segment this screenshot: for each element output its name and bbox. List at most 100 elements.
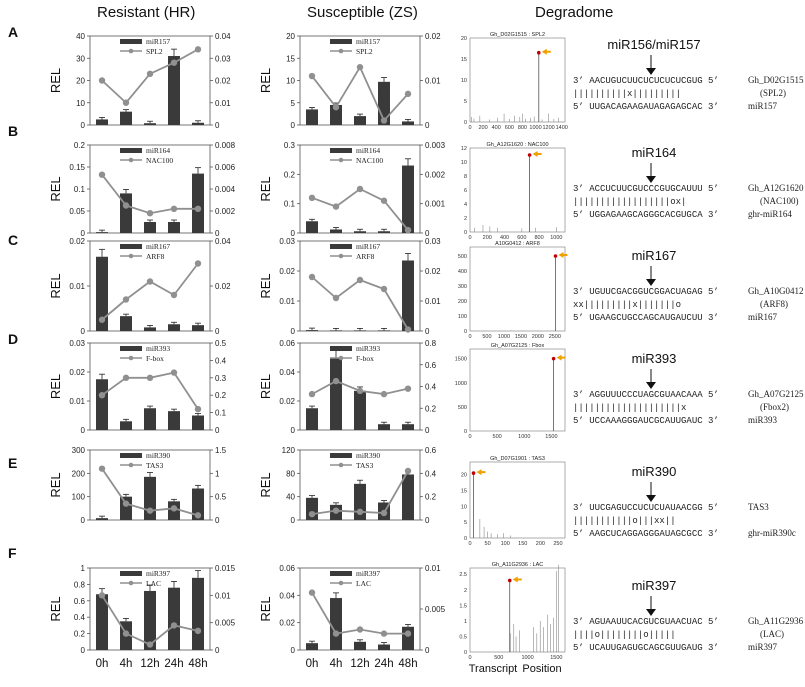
header-resistant: Resistant (HR) bbox=[97, 4, 196, 21]
ytick-label: 40 bbox=[286, 493, 295, 502]
degradome-ytick: 2 bbox=[464, 588, 467, 594]
degradome-xtick: 1500 bbox=[545, 434, 557, 440]
alignment-mirna-seq: 5’ UCCAAAGGGAUCGCAUUGAUC 3’ bbox=[573, 416, 719, 426]
y2tick-label: 0.002 bbox=[425, 170, 446, 179]
degradome-xtick: 50 bbox=[485, 541, 491, 547]
point-F-box bbox=[332, 377, 340, 385]
legend-swatch-point bbox=[338, 355, 344, 361]
degradome-xtick: 400 bbox=[492, 125, 501, 131]
ytick-label: 0 bbox=[291, 646, 296, 655]
alignment-target-gene: (LAC) bbox=[760, 629, 784, 639]
bar-miR393 bbox=[330, 357, 342, 430]
ytick-label: 0.2 bbox=[74, 141, 86, 150]
panel-label-d: D bbox=[8, 331, 19, 347]
degradome-frame bbox=[469, 246, 566, 332]
bar-miR164 bbox=[354, 231, 366, 233]
degradome-ytick: 0.5 bbox=[459, 634, 467, 640]
xtick-label: 24h bbox=[374, 658, 393, 670]
point-NAC100 bbox=[356, 185, 364, 193]
legend-swatch-bar bbox=[120, 346, 142, 351]
point-F-box bbox=[146, 374, 154, 381]
bar-miR164 bbox=[330, 229, 342, 233]
header-susceptible: Susceptible (ZS) bbox=[307, 4, 418, 21]
y2tick-label: 0 bbox=[215, 327, 220, 336]
degradome-frame bbox=[469, 147, 566, 233]
legend-swatch-bar bbox=[330, 571, 352, 576]
degradome-peak-dot bbox=[507, 578, 512, 583]
degradome-frame bbox=[469, 461, 566, 539]
degradome-xtick: 1000 bbox=[529, 125, 541, 131]
degradome-title: Gh_A11G2936 : LAC bbox=[492, 562, 544, 568]
point-F-box bbox=[404, 385, 412, 392]
legend-swatch-bar bbox=[330, 244, 352, 249]
bar-miR393 bbox=[168, 411, 180, 430]
y2tick-label: 0.04 bbox=[215, 32, 231, 41]
bar-miR390 bbox=[402, 474, 414, 520]
alignment-target-name: TAS3 bbox=[748, 502, 769, 512]
y2tick-label: 0.2 bbox=[215, 391, 227, 400]
bar-miR167 bbox=[402, 260, 414, 331]
ytick-label: 120 bbox=[282, 446, 296, 455]
degradome-xtick: 0 bbox=[468, 334, 471, 340]
ytick-label: 0.8 bbox=[74, 580, 86, 589]
degradome-ytick: 6 bbox=[464, 188, 467, 194]
degradome-ytick: 1.5 bbox=[459, 603, 467, 609]
degradome-ytick: 5 bbox=[464, 99, 467, 105]
point-ARF8 bbox=[308, 273, 316, 281]
alignment-mirna-name: miR393 bbox=[748, 415, 778, 425]
ytick-label: 0 bbox=[81, 121, 86, 130]
bar-miR167 bbox=[306, 330, 318, 331]
bar-miR164 bbox=[144, 222, 156, 233]
ytick-label: 0.2 bbox=[74, 630, 86, 639]
ytick-label: 30 bbox=[76, 54, 85, 63]
ytick-label: 0 bbox=[81, 646, 86, 655]
point-NAC100 bbox=[98, 171, 106, 178]
y2tick-label: 0.4 bbox=[425, 383, 437, 392]
point-LAC bbox=[98, 592, 106, 599]
ytick-label: 0.03 bbox=[69, 339, 85, 348]
ylabel-rel: REL bbox=[258, 273, 273, 298]
bar-miR167 bbox=[192, 325, 204, 331]
y2tick-label: 0.04 bbox=[215, 237, 231, 246]
point-F-box bbox=[308, 390, 316, 398]
alignment-target-seq: 3’ AGUAAUUCACGUCGUAACUAC 5’ bbox=[573, 617, 719, 627]
alignment-pairing: ||||||||||||||||||ox| bbox=[573, 197, 686, 207]
point-F-box bbox=[356, 387, 364, 395]
point-SPL2 bbox=[170, 59, 178, 66]
degradome-xtick: 0 bbox=[468, 541, 471, 547]
bar-miR157 bbox=[354, 116, 366, 125]
y2tick-label: 0 bbox=[215, 646, 220, 655]
y2tick-label: 0.8 bbox=[425, 339, 437, 348]
y2tick-label: 0.4 bbox=[425, 469, 437, 478]
point-ARF8 bbox=[122, 296, 130, 303]
ytick-label: 100 bbox=[72, 493, 86, 502]
degradome-xtick: 600 bbox=[517, 235, 526, 241]
point-SPL2 bbox=[332, 104, 340, 111]
alignment-target-seq: 3’ UUCGAGUCCUCUCUAUAACGG 5’ bbox=[573, 503, 719, 513]
degradome-xtick: 1000 bbox=[521, 655, 533, 661]
bar-miR393 bbox=[192, 415, 204, 430]
degradome-arrow-icon bbox=[558, 252, 568, 258]
bar-miR167 bbox=[330, 330, 342, 331]
bar-miR397 bbox=[402, 626, 414, 650]
point-NAC100 bbox=[308, 194, 316, 201]
ytick-label: 300 bbox=[72, 446, 86, 455]
point-NAC100 bbox=[332, 203, 340, 210]
ytick-label: 0.3 bbox=[284, 141, 296, 150]
degradome-xtick: 800 bbox=[518, 125, 527, 131]
degradome-xtick: 1200 bbox=[542, 125, 554, 131]
degradome-arrow-icon bbox=[541, 48, 551, 55]
alignment-title: miR167 bbox=[632, 248, 677, 263]
ylabel-rel: REL bbox=[258, 68, 273, 93]
bar-miR157 bbox=[306, 109, 318, 125]
legend-swatch-bar bbox=[330, 39, 352, 44]
degradome-ytick: 0 bbox=[464, 120, 467, 126]
ytick-label: 200 bbox=[72, 469, 86, 478]
bar-miR167 bbox=[144, 327, 156, 331]
degradome-xtick: 1500 bbox=[515, 334, 527, 340]
panel-label-c: C bbox=[8, 232, 19, 248]
cleavage-arrow-head bbox=[646, 495, 656, 502]
y2tick-label: 0 bbox=[215, 516, 220, 525]
legend-label: miR157 bbox=[146, 37, 170, 46]
line-NAC100 bbox=[101, 174, 198, 215]
